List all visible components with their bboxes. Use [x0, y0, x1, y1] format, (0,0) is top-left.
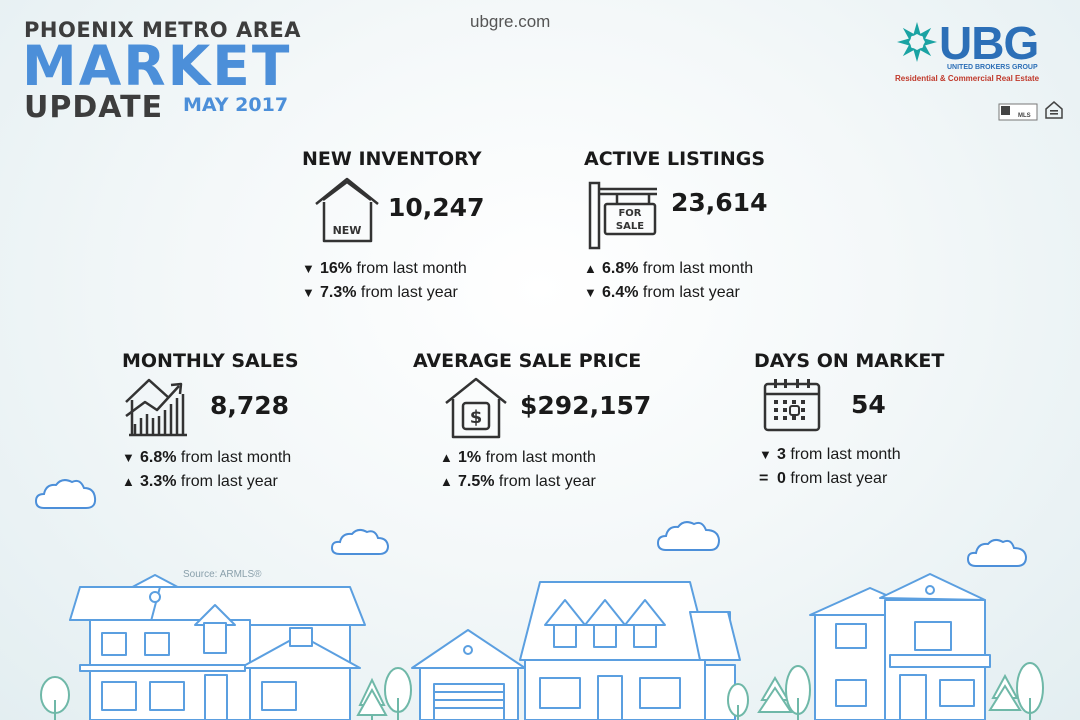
- calendar-icon: [762, 376, 822, 438]
- website-link[interactable]: ubgre.com: [470, 12, 551, 31]
- up-arrow-icon: ▲: [584, 261, 597, 276]
- new-inventory-change-month: ▼ 16% from last month: [302, 260, 467, 277]
- svg-text:NEW: NEW: [333, 224, 362, 237]
- header-line1: PHOENIX METRO AREA: [24, 18, 301, 42]
- svg-text:MLS: MLS: [1018, 113, 1031, 119]
- house-dollar-icon: $: [443, 376, 509, 444]
- avg-sale-price-title: AVERAGE SALE PRICE: [413, 350, 642, 372]
- cloud-icon: [330, 528, 390, 555]
- header-date: MAY 2017: [183, 94, 289, 116]
- new-inventory-value: 10,247: [388, 193, 485, 222]
- new-inventory-title: NEW INVENTORY: [302, 148, 482, 170]
- source-note: Source: ARMLS®: [183, 569, 262, 580]
- for-sale-sign-icon: FOR SALE: [587, 180, 659, 254]
- down-arrow-icon: ▼: [302, 285, 315, 300]
- house-garage: [411, 629, 526, 720]
- monthly-sales-change-year: ▲ 3.3% from last year: [122, 473, 278, 490]
- avg-sale-price-change-year: ▲ 7.5% from last year: [440, 473, 596, 490]
- down-arrow-icon: ▼: [302, 261, 315, 276]
- house-chart-icon: [123, 376, 193, 442]
- cloud-icon: [966, 538, 1028, 567]
- active-listings-change-year: ▼ 6.4% from last year: [584, 284, 740, 301]
- up-arrow-icon: ▲: [122, 474, 135, 489]
- avg-sale-price-change-month: ▲ 1% from last month: [440, 449, 596, 466]
- house-right: [809, 573, 991, 720]
- svg-text:SALE: SALE: [616, 221, 644, 232]
- cloud-icon: [656, 521, 721, 551]
- equal-sign-icon: =: [759, 470, 769, 487]
- house-center: [519, 581, 741, 720]
- active-listings-title: ACTIVE LISTINGS: [584, 148, 766, 170]
- days-on-market-title: DAYS ON MARKET: [754, 350, 945, 372]
- logo-tagline: Residential & Commercial Real Estate: [895, 74, 1040, 83]
- days-on-market-change-year: = 0 from last year: [759, 470, 888, 487]
- up-arrow-icon: ▲: [440, 474, 453, 489]
- logo-subtitle: UNITED BROKERS GROUP: [947, 64, 1038, 71]
- svg-text:$: $: [470, 407, 483, 428]
- equal-housing-icon: [1044, 100, 1064, 124]
- monthly-sales-value: 8,728: [210, 391, 290, 420]
- trees: [40, 662, 1044, 720]
- down-arrow-icon: ▼: [122, 450, 135, 465]
- houses-illustration: [40, 573, 1044, 720]
- down-arrow-icon: ▼: [759, 447, 772, 462]
- house-left: [69, 574, 366, 720]
- days-on-market-value: 54: [851, 390, 886, 419]
- svg-text:FOR: FOR: [618, 208, 641, 219]
- cloud-icon: [34, 479, 97, 509]
- mls-icon: MLS: [998, 103, 1038, 125]
- days-on-market-change-month: ▼ 3 from last month: [759, 446, 901, 463]
- up-arrow-icon: ▲: [440, 450, 453, 465]
- monthly-sales-change-month: ▼ 6.8% from last month: [122, 449, 292, 466]
- logo-text: UBG: [939, 17, 1039, 69]
- house-new-icon: NEW: [313, 176, 381, 248]
- ubg-logo-mark-icon: [893, 18, 941, 66]
- down-arrow-icon: ▼: [584, 285, 597, 300]
- new-inventory-change-year: ▼ 7.3% from last year: [302, 284, 458, 301]
- header-market: MARKET: [22, 34, 292, 98]
- active-listings-change-month: ▲ 6.8% from last month: [584, 260, 754, 277]
- header-update: UPDATE: [24, 90, 164, 125]
- active-listings-value: 23,614: [671, 188, 768, 217]
- avg-sale-price-value: $292,157: [520, 391, 652, 420]
- monthly-sales-title: MONTHLY SALES: [122, 350, 299, 372]
